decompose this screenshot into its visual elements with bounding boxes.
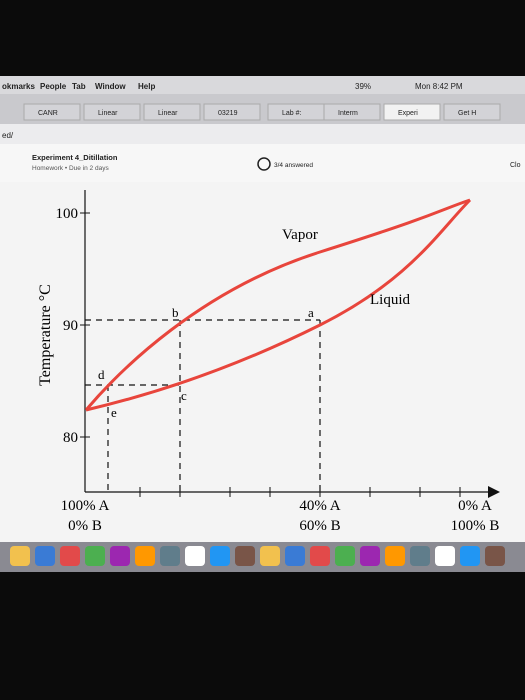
x-label: 100% B bbox=[451, 518, 500, 534]
clock: Mon 8:42 PM bbox=[415, 82, 463, 91]
dock-icon[interactable] bbox=[60, 546, 80, 566]
diagram-area bbox=[0, 182, 525, 542]
x-label: 0% B bbox=[68, 518, 102, 534]
tab[interactable] bbox=[443, 103, 501, 121]
vapor-label: Vapor bbox=[282, 227, 318, 243]
dock-icon[interactable] bbox=[235, 546, 255, 566]
assignment-title: Experiment 4_Ditillation bbox=[32, 153, 118, 162]
vapor-curve bbox=[84, 198, 471, 411]
progress-ring bbox=[257, 157, 271, 171]
tab[interactable] bbox=[323, 103, 381, 121]
tab-title: Linear bbox=[98, 110, 118, 117]
x-label: 100% A bbox=[61, 498, 110, 514]
dock-icon[interactable] bbox=[35, 546, 55, 566]
progress: 3/4 answered bbox=[274, 162, 313, 169]
dock-icon[interactable] bbox=[285, 546, 305, 566]
assignment-subtitle: Homework • Due in 2 days bbox=[32, 165, 109, 172]
point-label: c bbox=[181, 388, 187, 403]
menu-item[interactable]: Tab bbox=[72, 82, 86, 91]
tab-title: Experi bbox=[398, 110, 418, 117]
dock-icon[interactable] bbox=[260, 546, 280, 566]
y-axis-label: Temperature °C bbox=[37, 284, 54, 386]
tab-title: Lab #: bbox=[282, 110, 302, 117]
y-tick-label: 90 bbox=[63, 318, 78, 334]
dock-icon[interactable] bbox=[110, 546, 130, 566]
tab[interactable] bbox=[23, 103, 81, 121]
liquid-label: Liquid bbox=[370, 292, 410, 308]
dock-icon[interactable] bbox=[460, 546, 480, 566]
y-tick-label: 80 bbox=[63, 430, 78, 446]
dock-icon[interactable] bbox=[10, 546, 30, 566]
close[interactable]: Clo bbox=[510, 162, 521, 169]
address: ed/ bbox=[2, 131, 14, 140]
tab[interactable] bbox=[143, 103, 201, 121]
dock-icon[interactable] bbox=[210, 546, 230, 566]
dock-icon[interactable] bbox=[410, 546, 430, 566]
dock-icon[interactable] bbox=[435, 546, 455, 566]
x-label: 0% A bbox=[458, 498, 492, 514]
address-bar bbox=[0, 124, 525, 144]
menu-item[interactable]: People bbox=[40, 82, 67, 91]
menubar bbox=[0, 76, 525, 94]
dock-icon[interactable] bbox=[310, 546, 330, 566]
dock-icon[interactable] bbox=[85, 546, 105, 566]
tab-title: Get H bbox=[458, 110, 476, 117]
dock-icon[interactable] bbox=[485, 546, 505, 566]
tab-title: 03219 bbox=[218, 110, 238, 117]
dock-icon[interactable] bbox=[385, 546, 405, 566]
arrow bbox=[488, 486, 500, 498]
point-label: e bbox=[111, 405, 117, 420]
x-label: 40% A bbox=[299, 498, 340, 514]
x-label: 60% B bbox=[299, 518, 340, 534]
tab[interactable] bbox=[383, 103, 441, 121]
dock-icon[interactable] bbox=[335, 546, 355, 566]
point-label: a bbox=[308, 305, 314, 320]
dock-icon[interactable] bbox=[360, 546, 380, 566]
menu-item[interactable]: Help bbox=[138, 82, 155, 91]
liquid-curve bbox=[85, 198, 472, 412]
menu-item[interactable]: okmarks bbox=[2, 82, 35, 91]
tab-title: CANR bbox=[38, 110, 58, 117]
point-label: d bbox=[98, 367, 105, 382]
dock-icon[interactable] bbox=[185, 546, 205, 566]
battery: 39% bbox=[355, 82, 371, 91]
tab-title: Linear bbox=[158, 110, 178, 117]
tab-title: Interm bbox=[338, 110, 358, 117]
point-label: b bbox=[172, 305, 179, 320]
dock-icon[interactable] bbox=[135, 546, 155, 566]
tab[interactable] bbox=[83, 103, 141, 121]
dock-icon[interactable] bbox=[160, 546, 180, 566]
page-header bbox=[0, 144, 525, 182]
tab[interactable] bbox=[203, 103, 261, 121]
menu-item[interactable]: Window bbox=[95, 82, 126, 91]
y-tick-label: 100 bbox=[56, 206, 79, 222]
